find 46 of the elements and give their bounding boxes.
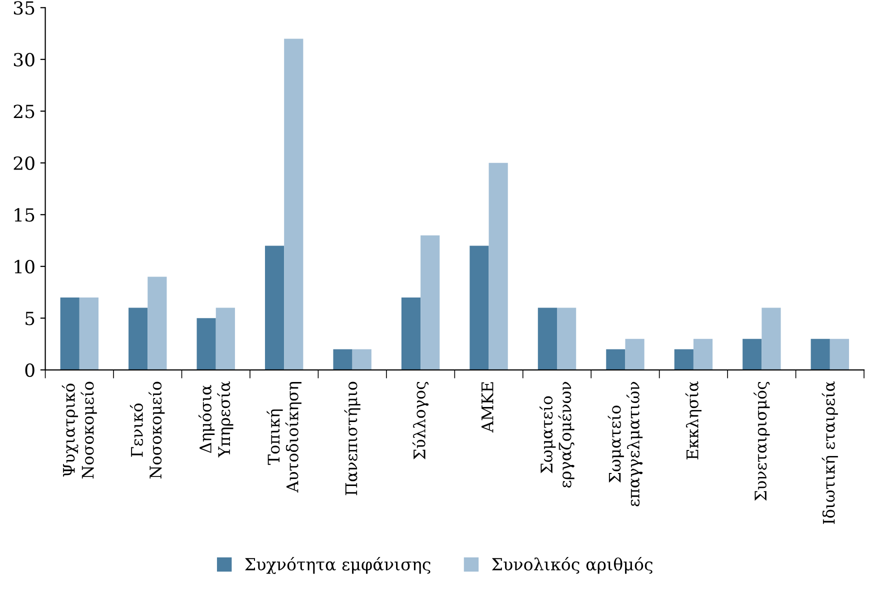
bar <box>60 297 80 370</box>
x-tick-label: Γενικό Νοσοκομείο <box>130 382 165 478</box>
bar <box>216 308 235 370</box>
y-tick-label: 5 <box>26 312 34 326</box>
x-tick-label: Εκκλησία <box>685 381 702 460</box>
x-tick-label: Δημόσια Υπηρεσία <box>198 381 234 458</box>
bar <box>606 349 626 370</box>
x-tick-label: Συνεταιρισμός <box>754 382 770 501</box>
x-tick-label: Σύλλογος <box>412 382 429 460</box>
x-tick-label: Πανεπιστήμιο <box>344 382 360 496</box>
bar <box>538 308 558 370</box>
bar <box>488 162 508 370</box>
x-tick-label: Σωματείο επαγγελματιών <box>608 382 643 506</box>
bar <box>401 297 421 370</box>
bar <box>810 338 830 370</box>
x-tick-label: Ψυχιατρικό Νοσοκομείο <box>62 382 97 478</box>
bar <box>693 338 713 370</box>
bar <box>762 308 781 370</box>
bar <box>625 338 644 370</box>
bar <box>830 338 850 370</box>
x-tick-label: Σωματείο εργαζομένων <box>540 382 574 488</box>
bar <box>333 349 352 370</box>
bar <box>557 308 576 370</box>
bar <box>148 276 167 370</box>
y-tick-label: 15 <box>14 208 34 222</box>
legend-label: Συνολικός αριθμός <box>492 556 652 574</box>
bar <box>352 349 372 370</box>
bar <box>420 235 440 370</box>
y-tick-label: 30 <box>14 52 34 67</box>
x-tick-label: Τοπική Αυτοδιοίκηση <box>266 382 302 493</box>
y-tick-label: 20 <box>14 156 34 170</box>
bar <box>470 246 489 370</box>
y-tick-label: 25 <box>14 104 34 118</box>
y-tick-label: 35 <box>14 1 34 15</box>
bar <box>196 318 216 370</box>
bar <box>284 38 304 370</box>
bar <box>674 349 694 370</box>
x-tick-label: Ιδιωτική εταιρεία <box>822 381 838 524</box>
bar <box>264 246 284 370</box>
bar <box>79 297 99 370</box>
bar <box>128 308 148 370</box>
legend-label: Συχνότητα εμφάνισης <box>245 556 430 574</box>
x-tick-label: ΑΜΚΕ <box>482 382 494 433</box>
y-tick-label: 0 <box>25 363 34 378</box>
bar <box>742 338 762 370</box>
y-tick-label: 10 <box>14 260 34 274</box>
